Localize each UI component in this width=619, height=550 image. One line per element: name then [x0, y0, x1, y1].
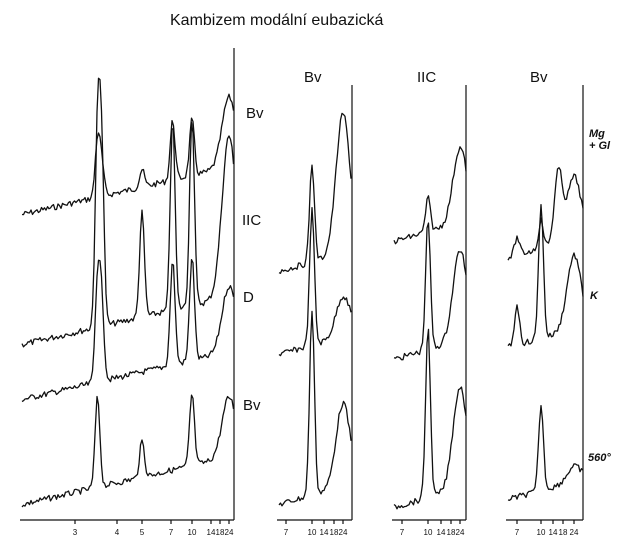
- panel-0-trace-0: [21, 93, 235, 216]
- curve-label-d: D: [243, 289, 254, 306]
- panel-1-trace-2: [278, 310, 352, 507]
- panel-0-tick-label: 18: [216, 528, 225, 537]
- panel-1-tick-label: 7: [284, 528, 289, 537]
- panel-0-tick-label: 5: [140, 528, 145, 537]
- treatment-label-mg-gl-text: Mg + Gl: [589, 128, 611, 152]
- panel-3-tick-label: 18: [559, 528, 568, 537]
- panel-2-tick-label: 18: [447, 528, 456, 537]
- panel-2-tick-label: 7: [400, 528, 405, 537]
- panel-0-tick-label: 24: [225, 528, 234, 537]
- curve-label-iic: IIC: [242, 212, 262, 229]
- panel-3-trace-0: [507, 167, 584, 261]
- panel-1-trace-1: [278, 206, 352, 357]
- panel-1-tick-label: 10: [308, 528, 317, 537]
- treatment-label-k: K: [590, 290, 598, 302]
- panel-2-tick-label: 14: [437, 528, 446, 537]
- figure-title: Kambizem modální eubazická: [170, 12, 384, 29]
- panel-3-tick-label: 24: [570, 528, 579, 537]
- panel-0-tick-label: 3: [73, 528, 78, 537]
- panel-2-tick-label: 24: [456, 528, 465, 537]
- panel-2-trace-0: [393, 146, 467, 245]
- panel-3-tick-label: 14: [549, 528, 558, 537]
- panel-2-tick-label: 10: [424, 528, 433, 537]
- panel-title-bv-2: Bv: [530, 69, 548, 86]
- treatment-label-mg-gl: Mg + Gl: [589, 128, 611, 152]
- curve-label-bv-bottom: Bv: [243, 397, 261, 414]
- panel-2-trace-2: [393, 328, 467, 510]
- panel-title-iic: IIC: [417, 69, 437, 86]
- panel-1-tick-label: 18: [330, 528, 339, 537]
- panel-3-tick-label: 10: [537, 528, 546, 537]
- panel-3-trace-2: [507, 404, 584, 501]
- panel-3-tick-label: 7: [515, 528, 520, 537]
- curve-label-bv-top: Bv: [246, 105, 264, 122]
- panel-0-trace-2: [21, 258, 235, 403]
- panel-2-trace-1: [393, 222, 467, 361]
- panel-0-tick-label: 4: [115, 528, 120, 537]
- panel-title-bv-1: Bv: [304, 69, 322, 86]
- panel-1-tick-label: 14: [320, 528, 329, 537]
- panel-0-tick-label: 10: [188, 528, 197, 537]
- panel-1-trace-0: [278, 112, 352, 274]
- panel-1-tick-label: 24: [339, 528, 348, 537]
- panel-0-tick-label: 7: [169, 528, 174, 537]
- panel-0-trace-3: [21, 394, 235, 508]
- panel-3-trace-1: [507, 204, 584, 347]
- treatment-label-560: 560°: [588, 452, 611, 464]
- panel-0-tick-label: 14: [207, 528, 216, 537]
- panel-0-trace-1: [21, 77, 235, 348]
